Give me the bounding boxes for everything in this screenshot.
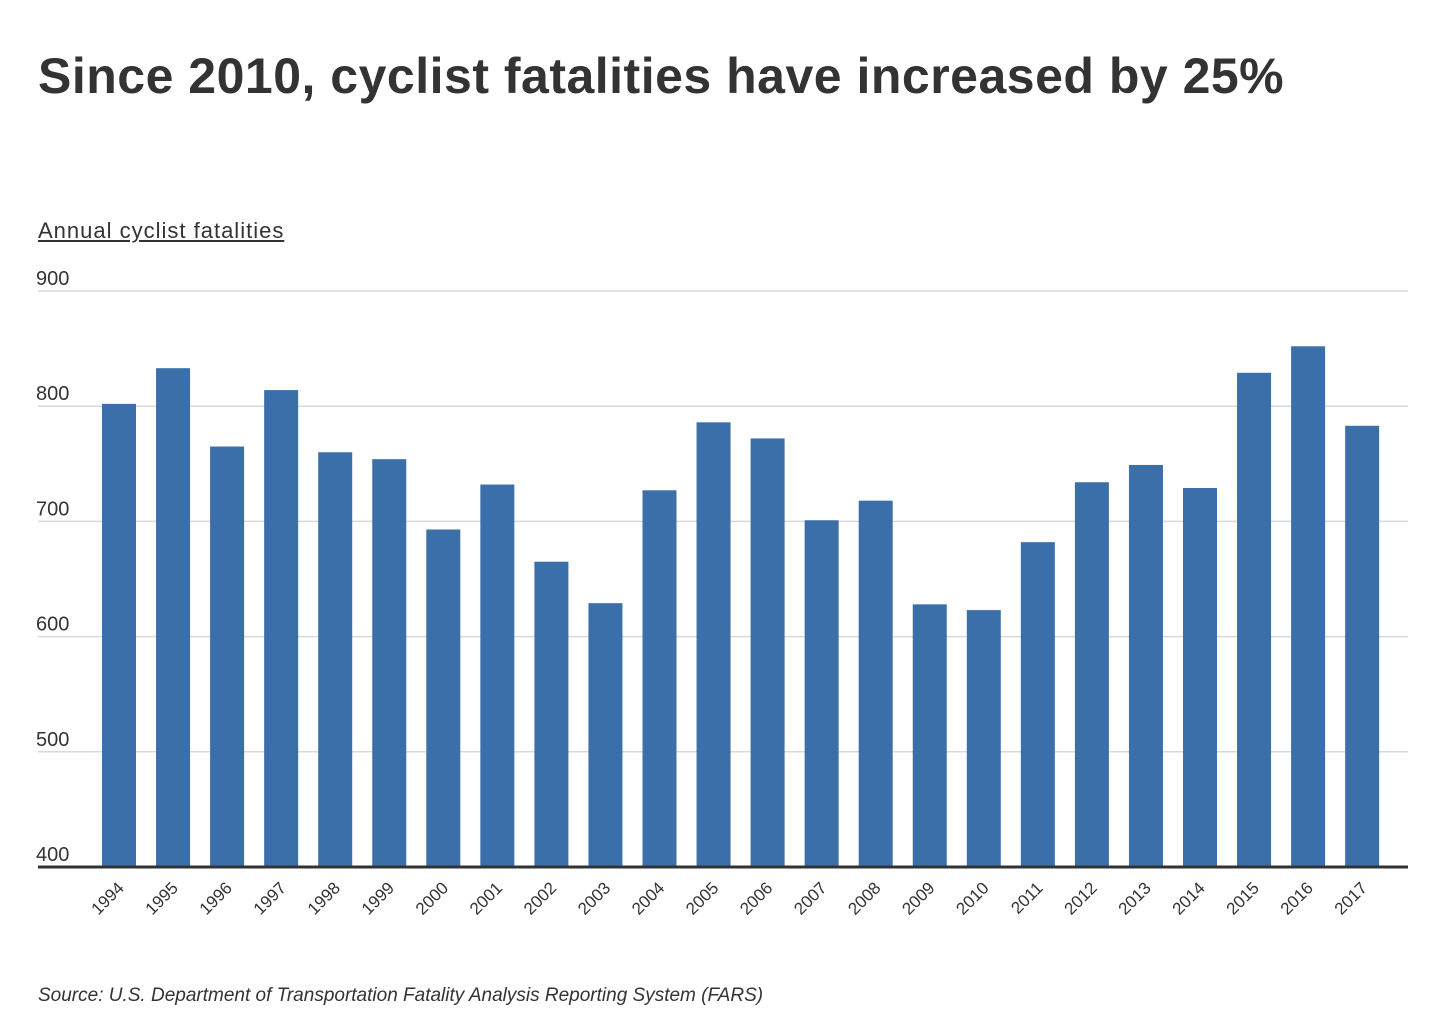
x-tick-label: 2007 xyxy=(790,878,830,918)
y-tick-label: 500 xyxy=(36,729,69,751)
bar-2014 xyxy=(1183,487,1217,867)
x-tick-label: 2015 xyxy=(1223,878,1263,918)
bar-1994 xyxy=(102,403,136,867)
y-tick-label: 400 xyxy=(36,844,69,866)
x-tick-label: 2004 xyxy=(628,878,668,918)
x-tick-label: 2006 xyxy=(736,878,776,918)
bar-1996 xyxy=(210,446,245,867)
x-tick-label: 2003 xyxy=(574,878,614,918)
y-tick-label: 800 xyxy=(36,383,69,405)
x-tick-label: 1994 xyxy=(88,878,128,918)
bar-2003 xyxy=(588,603,623,867)
x-tick-label: 2010 xyxy=(952,878,992,918)
x-tick-label: 1996 xyxy=(196,878,236,918)
x-tick-label: 2002 xyxy=(520,878,560,918)
x-tick-label: 2009 xyxy=(898,878,938,918)
bar-2010 xyxy=(966,610,1001,867)
bar-2011 xyxy=(1020,542,1055,867)
x-tick-label: 2005 xyxy=(682,878,722,918)
bar-1995 xyxy=(156,368,191,867)
bar-2017 xyxy=(1345,425,1380,867)
bar-2002 xyxy=(534,561,569,867)
y-tick-label: 700 xyxy=(36,498,69,520)
bar-2007 xyxy=(804,520,839,867)
y-tick-label: 900 xyxy=(36,268,69,290)
x-tick-label: 2014 xyxy=(1169,878,1209,918)
x-tick-label: 2001 xyxy=(466,878,506,918)
chart-title: Since 2010, cyclist fatalities have incr… xyxy=(38,48,1285,104)
bar-2000 xyxy=(426,529,461,867)
x-tick-label: 2008 xyxy=(844,878,884,918)
x-tick-label: 2012 xyxy=(1061,878,1101,918)
bar-2008 xyxy=(858,500,893,867)
bar-2013 xyxy=(1128,464,1163,867)
x-tick-label: 2016 xyxy=(1277,878,1317,918)
bar-2012 xyxy=(1074,482,1109,867)
x-tick-label: 1995 xyxy=(142,878,182,918)
x-tick-label: 1999 xyxy=(358,878,398,918)
x-tick-label: 2013 xyxy=(1115,878,1155,918)
source-note: Source: U.S. Department of Transportatio… xyxy=(38,985,764,1006)
bar-2004 xyxy=(642,490,677,867)
bar-2009 xyxy=(912,604,947,867)
x-tick-label: 2000 xyxy=(412,878,452,918)
bar-2001 xyxy=(480,484,515,867)
bar-2005 xyxy=(696,422,731,867)
x-tick-label: 2017 xyxy=(1331,878,1371,918)
y-axis-label: Annual cyclist fatalities xyxy=(38,218,285,243)
bar-1998 xyxy=(318,452,353,867)
y-tick-label: 600 xyxy=(36,614,69,636)
bar-1997 xyxy=(264,390,299,867)
bar-2016 xyxy=(1291,346,1326,867)
bar-2006 xyxy=(750,438,785,867)
x-tick-label: 2011 xyxy=(1007,878,1046,917)
x-tick-label: 1998 xyxy=(304,878,344,918)
bar-2015 xyxy=(1237,372,1272,867)
bar-1999 xyxy=(372,459,407,867)
x-tick-label: 1997 xyxy=(250,878,290,918)
